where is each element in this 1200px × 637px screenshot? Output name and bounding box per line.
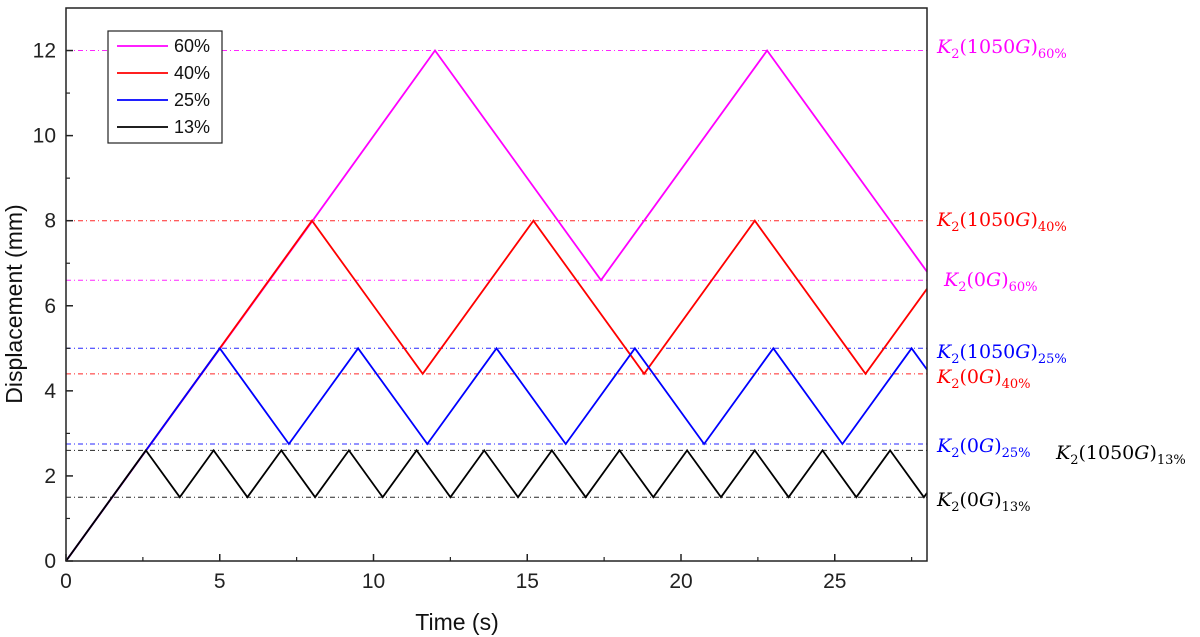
annotation-k2-6: K2(1050G)13% xyxy=(1055,442,1186,468)
legend-label-60pct: 60% xyxy=(174,36,210,56)
series-line-13pct xyxy=(65,448,928,562)
annotation-k2-2: K2(0G)60% xyxy=(943,269,1038,295)
annotation-k2-1: K2(1050G)40% xyxy=(936,209,1067,235)
series-line-25pct xyxy=(65,346,928,562)
legend-label-13pct: 13% xyxy=(174,117,210,137)
annotation-k2-7: K2(0G)13% xyxy=(936,489,1031,515)
y-tick-label: 2 xyxy=(44,465,56,488)
legend-box xyxy=(107,30,223,144)
y-tick-label: 10 xyxy=(33,125,56,148)
annotation-k2-3: K2(1050G)25% xyxy=(936,341,1067,367)
annotation-k2-0: K2(1050G)60% xyxy=(936,36,1067,62)
axis-ticks: 0 5 10 15 20 25 0 2 4 6 8 10 12 xyxy=(33,40,913,593)
series-lines xyxy=(65,48,928,562)
y-tick-label: 4 xyxy=(44,380,56,403)
y-tick-label: 0 xyxy=(44,550,56,573)
series-line-40pct xyxy=(65,219,928,562)
annotation-k2-4: K2(0G)40% xyxy=(936,366,1031,392)
reference-annotations: K2(1050G)60% K2(1050G)40% K2(0G)60% K2(1050… xyxy=(936,36,1186,515)
x-tick-label: 5 xyxy=(214,570,226,593)
legend-label-40pct: 40% xyxy=(174,63,210,83)
annotation-k2-5: K2(0G)25% xyxy=(936,435,1031,461)
y-tick-label: 12 xyxy=(33,40,56,63)
x-tick-label: 0 xyxy=(60,570,72,593)
x-tick-label: 10 xyxy=(362,570,385,593)
y-tick-label: 6 xyxy=(44,295,56,318)
y-tick-label: 8 xyxy=(44,210,56,233)
x-axis-title: Time (s) xyxy=(415,609,498,635)
x-tick-label: 15 xyxy=(516,570,539,593)
plot-frame xyxy=(65,7,928,562)
legend-label-25pct: 25% xyxy=(174,90,210,110)
legend: 60% 40% 25% 13% xyxy=(107,30,223,144)
x-tick-label: 25 xyxy=(823,570,846,593)
y-axis-title: Displacement (mm) xyxy=(1,204,27,403)
x-tick-label: 20 xyxy=(669,570,692,593)
